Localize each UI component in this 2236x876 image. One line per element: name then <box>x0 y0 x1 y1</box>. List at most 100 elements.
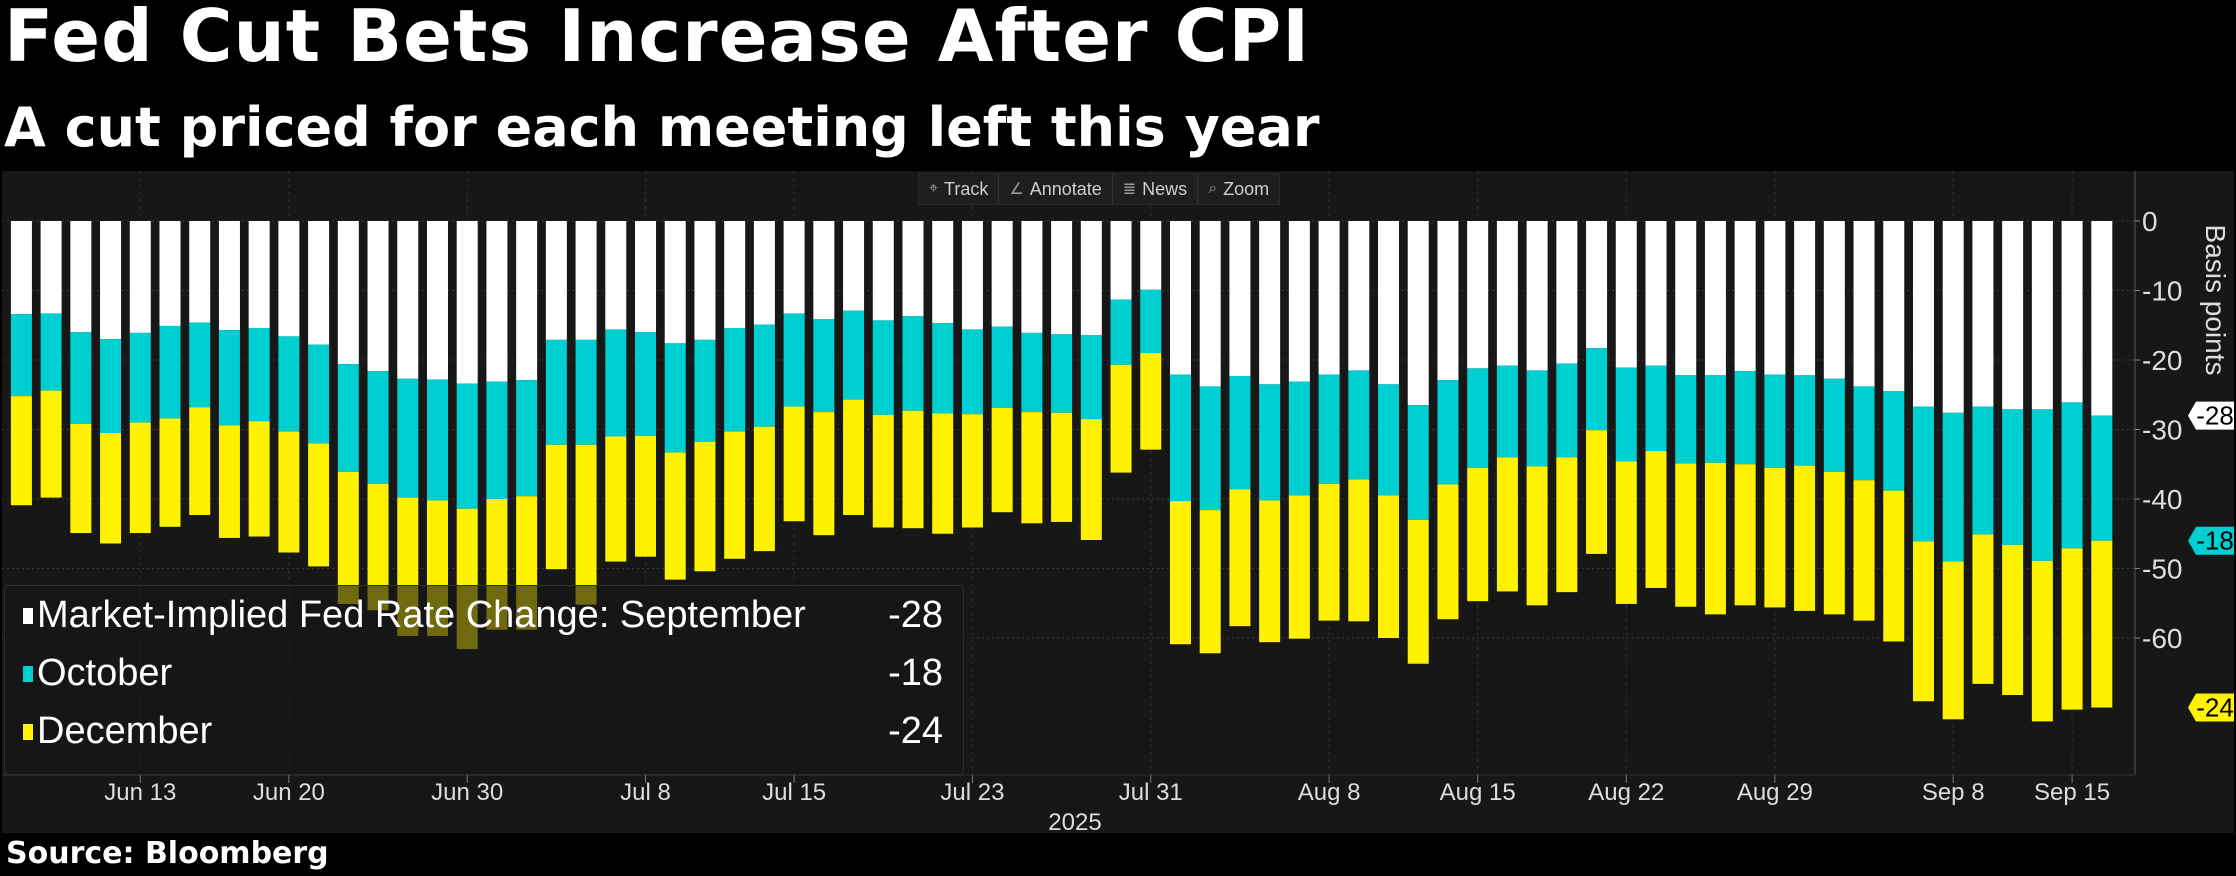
bar-september <box>2031 221 2053 410</box>
bar-stack <box>1496 221 1518 592</box>
bar-september <box>545 221 567 340</box>
bar-december <box>159 418 181 527</box>
bar-october <box>843 310 865 400</box>
bar-december <box>694 442 716 572</box>
zoom-button[interactable]: ⌕ Zoom <box>1198 174 1279 204</box>
bar-december <box>40 390 62 498</box>
x-tick-label: Aug 15 <box>1440 779 1516 806</box>
bar-september <box>783 221 805 314</box>
x-axis: Jun 13 Jun 20 Jun 30 Jul 8 Jul 15 Jul 23 Jul 3… <box>104 775 2110 806</box>
bar-december <box>575 444 597 605</box>
bar-october <box>1021 332 1043 413</box>
bar-stack <box>308 221 330 567</box>
news-button[interactable]: ≣ News <box>1113 174 1199 204</box>
bar-december <box>605 436 627 562</box>
bar-october <box>1199 386 1221 511</box>
bar-december <box>1942 561 1964 720</box>
bar-october <box>1645 365 1667 452</box>
bar-december <box>902 410 924 529</box>
bar-september <box>1140 221 1162 290</box>
x-tick-label: Jun 20 <box>253 779 325 806</box>
pencil-icon: ∠ <box>1009 181 1024 198</box>
chart-subtitle: A cut priced for each meeting left this … <box>4 96 1320 159</box>
bar-october <box>1556 363 1578 458</box>
bar-stack <box>1378 221 1400 638</box>
bar-stack <box>1080 221 1102 541</box>
track-label: Track <box>944 178 989 199</box>
bar-september <box>694 221 716 340</box>
bar-stack <box>575 221 597 605</box>
legend-item-december: December -24 <box>23 710 943 753</box>
bar-september <box>1199 221 1221 387</box>
bar-december <box>1853 480 1875 621</box>
bar-stack <box>1169 221 1191 645</box>
bar-october <box>932 323 954 414</box>
bar-stack <box>159 221 181 527</box>
bar-december <box>10 396 32 506</box>
bar-december <box>1734 464 1756 606</box>
annotate-button[interactable]: ∠ Annotate <box>999 174 1113 204</box>
chart-title: Fed Cut Bets Increase After CPI <box>4 0 1311 78</box>
y-tick-label: -40 <box>2142 484 2182 515</box>
bar-october <box>961 329 983 415</box>
bar-december <box>1883 490 1905 642</box>
bar-september <box>1615 221 1637 368</box>
bar-september <box>1526 221 1548 371</box>
bar-stack <box>2002 221 2024 695</box>
bar-stack <box>248 221 270 537</box>
bar-stack <box>545 221 567 570</box>
bar-stack <box>1615 221 1637 604</box>
bar-december <box>1199 510 1221 654</box>
bar-december <box>1229 489 1251 627</box>
bar-october <box>2031 409 2053 561</box>
news-icon: ≣ <box>1122 181 1137 198</box>
bar-october <box>1229 375 1251 490</box>
bar-stack <box>1912 221 1934 702</box>
bar-october <box>397 378 419 498</box>
legend-swatch <box>23 723 33 740</box>
bar-stack <box>337 221 359 604</box>
bar-stack <box>2091 221 2113 708</box>
bar-stack <box>278 221 300 553</box>
bar-september <box>456 221 478 384</box>
bar-october <box>189 322 211 408</box>
bar-october <box>2002 409 2024 545</box>
legend-swatch <box>23 607 33 624</box>
y-tick-label: -30 <box>2142 415 2182 446</box>
bar-stack <box>1407 221 1429 664</box>
bar-december <box>248 421 270 537</box>
bar-september <box>278 221 300 337</box>
bar-october <box>337 364 359 472</box>
chart-toolbar: ⌖ Track ∠ Annotate ≣ News ⌕ Zoom <box>918 173 1281 205</box>
tag-label: -24 <box>2196 693 2234 723</box>
bar-september <box>1675 221 1697 376</box>
bar-december <box>1764 467 1786 608</box>
bar-october <box>516 380 538 497</box>
track-button[interactable]: ⌖ Track <box>919 174 1000 204</box>
bar-october <box>1794 375 1816 466</box>
bar-october <box>872 320 894 415</box>
bar-september <box>1169 221 1191 375</box>
bar-stack <box>1051 221 1073 522</box>
bar-october <box>10 314 32 397</box>
bar-stack <box>218 221 240 538</box>
bar-october <box>1318 374 1340 484</box>
bar-september <box>1051 221 1073 335</box>
legend-swatch <box>23 665 33 682</box>
bar-stack <box>1229 221 1251 627</box>
bar-december <box>991 407 1013 513</box>
bar-december <box>1526 466 1548 606</box>
bar-october <box>694 339 716 443</box>
bar-december <box>1348 479 1370 622</box>
annotate-label: Annotate <box>1029 178 1102 199</box>
bar-october <box>724 328 746 432</box>
bar-october <box>70 332 92 424</box>
bar-september <box>516 221 538 381</box>
bar-stack <box>1794 221 1816 611</box>
bar-stack <box>1288 221 1310 639</box>
bar-stack <box>1021 221 1043 524</box>
bar-stack <box>70 221 92 534</box>
bar-october <box>1437 380 1459 485</box>
bar-stack <box>1764 221 1786 608</box>
y-tick-label: 0 <box>2142 206 2158 237</box>
